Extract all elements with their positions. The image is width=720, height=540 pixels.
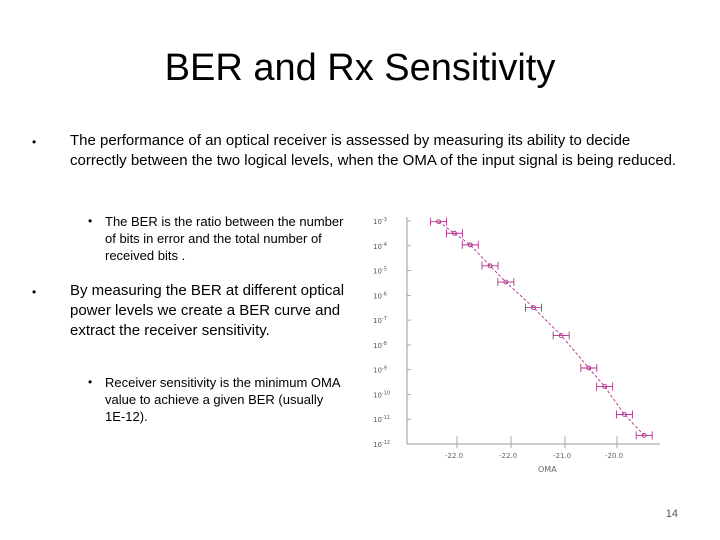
ber-fit-line [438, 221, 645, 436]
y-tick-label: 10-12 [373, 440, 390, 449]
y-tick-label: 10-10 [373, 390, 390, 399]
data-point [580, 363, 598, 372]
y-tick-label: 10-9 [373, 366, 387, 375]
y-tick-label: 10-6 [373, 291, 387, 300]
data-points [430, 217, 653, 440]
page-number: 14 [665, 508, 678, 520]
ber-fit-curve [438, 221, 645, 436]
y-tick-label: 10-3 [373, 217, 387, 226]
data-point [445, 229, 463, 238]
y-tick-label: 10-4 [373, 242, 387, 251]
bullet-ber-curve: By measuring the BER at different optica… [70, 282, 345, 339]
data-point [635, 431, 653, 440]
data-point [497, 278, 515, 287]
data-point [461, 240, 479, 249]
y-tick-labels: 10-3 10-4 10-5 10-6 10-7 10-8 10-9 10-10 10-11 10… [373, 217, 411, 449]
chart-axes [406, 217, 660, 445]
bullet-performance: The performance of an optical receiver i… [70, 132, 677, 169]
slide-title: BER and Rx Sensitivity [164, 47, 556, 89]
data-point [615, 410, 633, 419]
x-tick-label: -22.0 [445, 452, 463, 460]
sub-bullet-marker: • [88, 214, 93, 228]
data-point [596, 382, 614, 391]
y-tick-label: 10-7 [373, 316, 387, 325]
data-point [430, 217, 448, 226]
data-point [481, 261, 499, 270]
x-tick-label: -20.0 [605, 452, 623, 460]
x-tick-labels: -22.0 -22.0 -21.0 -20.0 [445, 436, 623, 460]
y-tick-label: 10-5 [373, 267, 387, 276]
sub-bullet-ber-definition: The BER is the ratio between the number … [105, 214, 344, 263]
y-tick-label: 10-11 [373, 415, 390, 424]
sub-bullet-marker: • [88, 375, 93, 389]
x-tick-label: -22.0 [499, 452, 517, 460]
x-axis-label: OMA [538, 465, 557, 474]
bullet-marker: • [32, 285, 37, 299]
ber-curve-chart: 10-3 10-4 10-5 10-6 10-7 10-8 10-9 10-10 10-11 10… [373, 217, 660, 474]
data-point [525, 303, 542, 312]
sub-bullet-sensitivity: Receiver sensitivity is the minimum OMA … [105, 375, 340, 424]
x-tick-label: -21.0 [553, 452, 571, 460]
y-tick-label: 10-8 [373, 341, 387, 350]
bullet-marker: • [32, 135, 37, 149]
data-point [552, 331, 570, 340]
